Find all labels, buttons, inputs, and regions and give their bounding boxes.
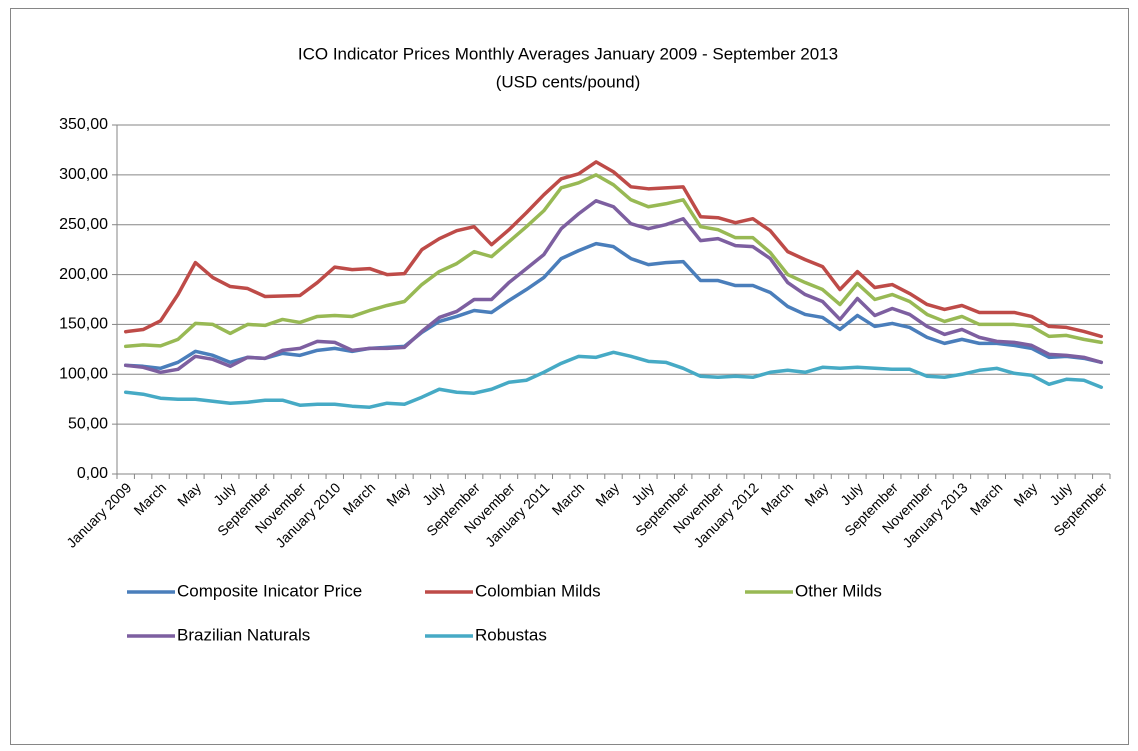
y-tick-label: 200,00 — [59, 266, 108, 283]
legend-label: Colombian Milds — [475, 581, 601, 600]
y-tick-label: 300,00 — [59, 166, 108, 183]
series-line — [123, 241, 1104, 371]
legend-label: Other Milds — [795, 581, 882, 600]
y-tick-label: 50,00 — [68, 415, 108, 432]
series-line — [123, 199, 1104, 375]
y-tick-label: 0,00 — [77, 465, 108, 482]
chart-title: ICO Indicator Prices Monthly Averages Ja… — [298, 44, 838, 63]
series-line — [123, 160, 1104, 339]
legend-label: Brazilian Naturals — [177, 625, 310, 644]
y-tick-label: 250,00 — [59, 216, 108, 233]
series-line — [123, 173, 1104, 349]
y-tick-label: 150,00 — [59, 316, 108, 333]
y-tick-label: 100,00 — [59, 366, 108, 383]
series-line — [123, 350, 1104, 409]
legend-label: Composite Inicator Price — [177, 581, 362, 600]
y-tick-label: 350,00 — [59, 116, 108, 133]
chart-subtitle: (USD cents/pound) — [496, 72, 641, 91]
legend-label: Robustas — [475, 625, 547, 644]
